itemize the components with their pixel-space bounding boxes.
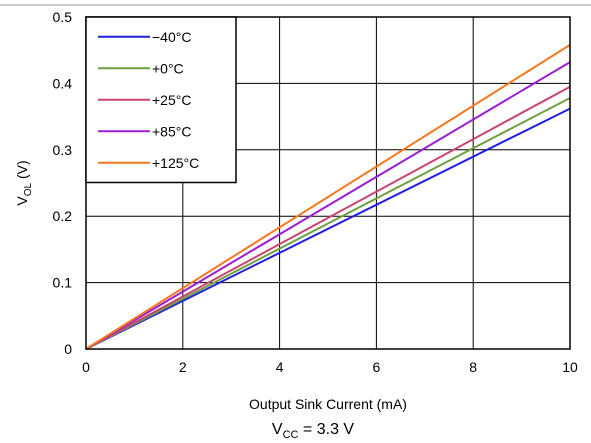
y-tick-labels: 0 0.1 0.2 0.3 0.4 0.5 (53, 9, 73, 357)
y-axis-label: VOL (V) (14, 160, 34, 205)
legend-label: −40°C (152, 29, 191, 45)
x-tick-labels: 0 2 4 6 8 10 (82, 359, 578, 375)
condition-value: = 3.3 V (298, 421, 354, 438)
y-tick-label: 0.4 (53, 75, 73, 91)
series-lines (85, 44, 571, 350)
y-axis-label-unit: (V) (14, 160, 30, 183)
x-tick-label: 8 (469, 359, 477, 375)
condition-sub: CC (283, 429, 299, 441)
x-tick-label: 2 (179, 359, 187, 375)
y-tick-label: 0.1 (53, 275, 73, 291)
condition-label: VCC = 3.3 V (272, 421, 354, 441)
legend-label: +0°C (152, 60, 184, 76)
x-tick-label: 4 (276, 359, 284, 375)
legend: −40°C +0°C +25°C +85°C +125°C (85, 16, 237, 184)
x-tick-label: 0 (82, 359, 90, 375)
series-line-4 (85, 44, 571, 350)
y-axis-label-main: V (14, 196, 30, 206)
series-line-1 (85, 97, 571, 350)
y-tick-label: 0 (64, 341, 72, 357)
x-axis-label: Output Sink Current (mA) (249, 396, 407, 412)
y-axis-label-sub: OL (23, 183, 34, 197)
legend-label: +85°C (152, 123, 191, 139)
condition-main: V (272, 421, 283, 438)
legend-label: +125°C (152, 155, 199, 171)
series-line-3 (85, 61, 571, 350)
legend-label: +25°C (152, 92, 191, 108)
y-tick-label: 0.2 (53, 208, 73, 224)
series-line-2 (85, 85, 571, 350)
x-tick-label: 6 (373, 359, 381, 375)
series-line-0 (85, 107, 571, 350)
y-tick-label: 0.3 (53, 142, 73, 158)
y-tick-label: 0.5 (53, 9, 73, 25)
x-tick-label: 10 (562, 359, 578, 375)
